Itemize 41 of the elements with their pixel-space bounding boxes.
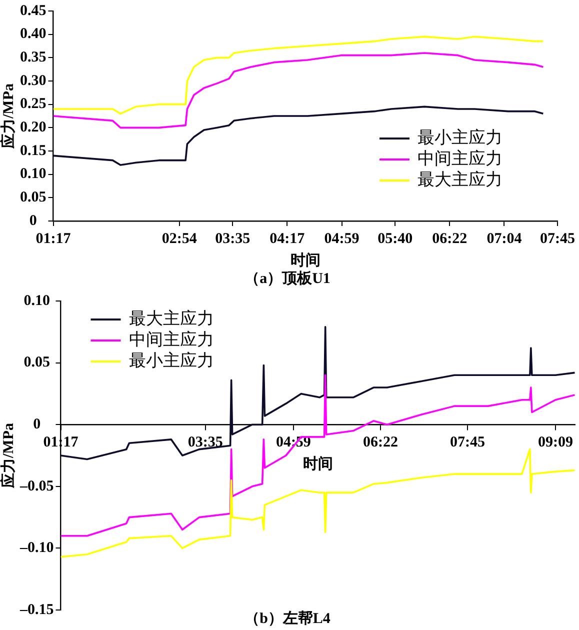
text: （a）顶板U1 [244, 270, 330, 287]
x-tick-label: 03:35 [215, 230, 250, 247]
y-tick-label: 0.10 [20, 166, 46, 182]
y-tick-label: –0.05 [19, 478, 54, 494]
y-tick-label: 0.25 [20, 96, 46, 112]
legend-label: 中间主应力 [128, 330, 214, 349]
y-tick-label: 0 [29, 212, 37, 229]
y-tick-label: 0.45 [20, 2, 46, 19]
y-tick-label: –0.15 [19, 602, 54, 618]
y-axis-title: 应力/MPa [0, 83, 17, 150]
x-tick-label: 07:04 [486, 230, 522, 247]
x-tick-label: 01:17 [36, 230, 72, 247]
legend-label: 中间主应力 [418, 148, 502, 168]
y-tick-label: 0.05 [20, 190, 46, 206]
y-tick-label: 0.30 [20, 72, 46, 89]
y-tick-label: 0.10 [24, 292, 50, 309]
x-tick-label: 09:09 [538, 434, 574, 450]
y-tick-label: 0.15 [20, 142, 46, 159]
x-tick-label: 04:17 [270, 230, 306, 247]
y-tick-label: 0.05 [24, 354, 50, 371]
legend-label: 最小主应力 [418, 128, 502, 147]
x-tick-label: 06:22 [362, 434, 398, 450]
x-tick-label: 05:40 [378, 230, 413, 247]
legend-label: 最大主应力 [128, 308, 214, 328]
x-axis-title: 时间 [290, 252, 320, 269]
y-axis-title: 应力/MPa [0, 422, 17, 489]
legend-label: 最小主应力 [128, 350, 214, 370]
x-tick-label: 03:35 [188, 434, 223, 450]
x-tick-label: 07:45 [540, 230, 575, 247]
legend-label: 最大主应力 [418, 170, 502, 189]
x-tick-label: 02:54 [162, 230, 198, 247]
x-tick-label: 04:59 [324, 230, 360, 247]
y-tick-label: 0.40 [20, 26, 46, 42]
x-tick-label: 07:45 [450, 434, 485, 450]
y-tick-label: 0.35 [20, 50, 46, 66]
y-tick-label: –0.10 [19, 540, 54, 556]
x-tick-label: 06:22 [432, 230, 468, 247]
text: （b）左帮L4 [244, 610, 331, 627]
x-axis-title: 时间 [302, 455, 333, 472]
y-tick-label: 0.20 [20, 120, 46, 136]
y-tick-label: 0 [33, 416, 41, 432]
